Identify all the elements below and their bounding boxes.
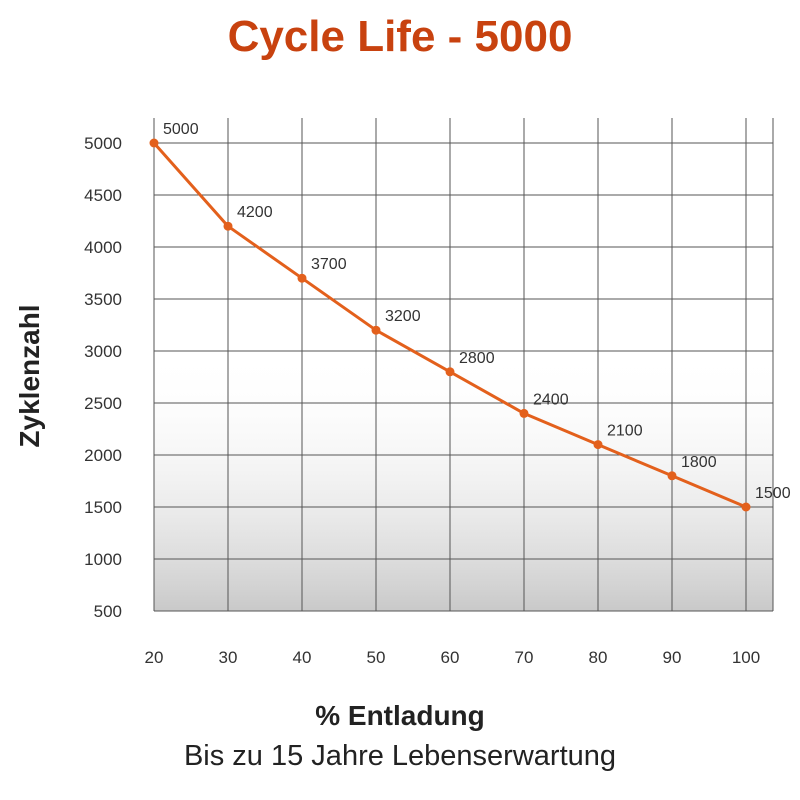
data-label: 2100 [607, 423, 643, 440]
y-tick-label: 4000 [84, 238, 122, 257]
y-axis-ticks: 500 1000 1500 2000 2500 3000 3500 4000 4500 5000 [84, 134, 122, 621]
y-tick-label: 1000 [84, 550, 122, 569]
data-label: 4200 [237, 204, 273, 221]
data-label: 2800 [459, 350, 495, 367]
data-point [371, 325, 381, 335]
data-label: 3700 [311, 256, 347, 273]
x-tick-label: 20 [145, 648, 164, 667]
x-tick-label: 50 [367, 648, 386, 667]
y-tick-label: 4500 [84, 186, 122, 205]
y-tick-label: 2500 [84, 394, 122, 413]
x-tick-label: 80 [589, 648, 608, 667]
data-points [149, 138, 751, 512]
data-point [223, 221, 233, 231]
x-tick-label: 60 [441, 648, 460, 667]
y-tick-label: 500 [94, 602, 122, 621]
x-tick-label: 100 [732, 648, 760, 667]
data-point [445, 367, 455, 377]
data-point [593, 440, 603, 450]
grid-lines [153, 118, 774, 612]
data-label: 1800 [681, 454, 717, 471]
line-chart: 500 1000 1500 2000 2500 3000 3500 4000 4500 5000 … [84, 118, 791, 667]
data-label: 2400 [533, 391, 569, 408]
y-tick-label: 1500 [84, 498, 122, 517]
y-tick-label: 3500 [84, 290, 122, 309]
data-label: 1500 [755, 485, 791, 502]
y-tick-label: 2000 [84, 446, 122, 465]
x-tick-label: 40 [293, 648, 312, 667]
x-tick-label: 30 [219, 648, 238, 667]
y-tick-label: 5000 [84, 134, 122, 153]
data-point [149, 138, 159, 148]
x-axis-ticks: 20 30 40 50 60 70 80 90 100 [145, 648, 761, 667]
chart-title: Cycle Life - 5000 [227, 12, 573, 61]
data-label: 5000 [163, 121, 199, 138]
data-labels: 5000 4200 3700 3200 2800 2400 2100 1800 1500 [163, 121, 791, 502]
y-tick-label: 3000 [84, 342, 122, 361]
data-point [297, 273, 307, 283]
x-tick-label: 70 [515, 648, 534, 667]
chart-subtitle: Bis zu 15 Jahre Lebenserwartung [183, 740, 617, 772]
x-axis-label: % Entladung [315, 700, 485, 731]
data-point [519, 408, 529, 418]
x-tick-label: 90 [663, 648, 682, 667]
plot-background-gradient [154, 350, 773, 611]
data-point [741, 502, 751, 512]
data-point [667, 471, 677, 481]
data-label: 3200 [385, 308, 421, 325]
